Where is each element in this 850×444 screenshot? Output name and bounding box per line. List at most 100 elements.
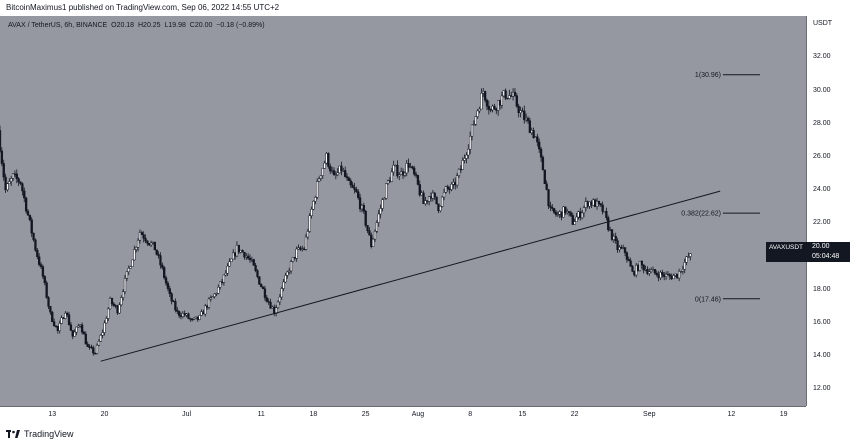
candle-body (610, 229, 614, 240)
candle-body (390, 171, 393, 182)
legend-h-value: 20.25 (143, 22, 161, 29)
candle-body (355, 189, 358, 193)
candle-body (176, 309, 179, 312)
candle-body (51, 311, 54, 322)
legend-l-label: L (164, 22, 169, 29)
chart-plot-area[interactable]: 1(30.96) 0.382(22.62) 0(17.46) (0, 16, 806, 406)
time-tick-label: Jul (182, 411, 192, 418)
legend-o-label: O (111, 22, 117, 29)
candle-body (239, 250, 242, 253)
candle-body (274, 307, 278, 314)
candle-body (198, 315, 201, 320)
fib-level-label: 0.382(22.62) (681, 211, 721, 218)
candle-body (90, 346, 93, 348)
candle-body (566, 211, 569, 214)
candle-body (543, 169, 546, 184)
price-tick-label: 26.00 (813, 153, 831, 161)
candle-body (127, 268, 130, 272)
candle-body (233, 252, 237, 257)
candle-body (319, 175, 323, 179)
candle-body (21, 183, 24, 192)
publisher-text: BitcoinMaximus1 published on TradingView… (6, 3, 280, 12)
candle-body (448, 188, 451, 191)
candle-body (157, 254, 160, 256)
time-tick-label: 19 (779, 411, 788, 418)
legend-h-label: H (137, 22, 144, 29)
candle-body (213, 293, 216, 297)
candle-body (515, 95, 518, 107)
candle-body (13, 173, 17, 175)
candle-body (332, 170, 336, 176)
candle-body (392, 165, 395, 173)
price-scale[interactable]: USDT 12.00 14.00 16.00 18.00 20.00 22.00 24.00… (806, 16, 850, 406)
candle-body (0, 130, 2, 152)
candle-body (116, 305, 119, 314)
candle-body (153, 241, 157, 251)
candle-body (32, 232, 35, 241)
candle-body (276, 301, 280, 309)
candle-body (388, 180, 392, 182)
candle-body (200, 311, 203, 316)
candle-body (612, 235, 615, 240)
legend-c-value: 20.00 (194, 22, 213, 29)
candle-body (232, 252, 235, 260)
candle-body (625, 252, 629, 260)
candle-body (92, 347, 95, 354)
candle-body (409, 166, 412, 168)
candle-body (209, 297, 212, 300)
price-tick-label: 22.00 (813, 219, 831, 227)
candle-body (325, 153, 328, 164)
candle-body (623, 247, 627, 253)
candle-body (17, 178, 20, 183)
candle-body (601, 204, 604, 212)
candle-body (308, 215, 311, 232)
candle-body (670, 276, 673, 280)
candle-body (394, 164, 397, 167)
candle-body (30, 219, 33, 234)
time-tick-label: Sep (643, 411, 656, 418)
candle-body (97, 341, 101, 346)
candle-body (278, 296, 282, 303)
candle-body (67, 314, 71, 326)
candle-body (140, 232, 143, 235)
candle-body (196, 316, 199, 320)
candle-body (75, 326, 78, 333)
candle-body (66, 312, 69, 315)
candle-body (418, 184, 421, 196)
candle-body (616, 240, 619, 251)
candle-body (215, 293, 218, 295)
candle-body (187, 313, 190, 319)
candle-body (317, 178, 321, 182)
fibonacci-group: 1(30.96) 0.382(22.62) 0(17.46) (681, 72, 760, 303)
candle-body (327, 153, 330, 167)
candle-body (668, 274, 671, 277)
candle-body (41, 266, 45, 277)
candle-body (19, 181, 22, 184)
legend-l-value: 19.98 (168, 22, 186, 29)
candle-body (523, 110, 526, 121)
price-unit: USDT (813, 20, 833, 27)
chart-svg[interactable]: 1(30.96) 0.382(22.62) 0(17.46) (0, 16, 806, 406)
candle-body (504, 90, 507, 99)
candle-body (536, 136, 539, 143)
time-tick-label: 13 (48, 411, 57, 418)
time-axis[interactable]: 13 20 Jul 11 18 25 Aug 8 15 22 Sep 12 19 (0, 406, 806, 424)
candle-body (56, 326, 59, 331)
candle-body (635, 264, 638, 276)
candle-body (129, 266, 132, 269)
candle-body (383, 198, 386, 200)
price-tick-label: 30.00 (813, 86, 831, 94)
candle-body (336, 172, 339, 176)
candle-body (323, 162, 326, 169)
candle-body (286, 271, 289, 276)
candle-body (314, 197, 317, 202)
candle-body (297, 247, 300, 250)
trendline[interactable] (100, 190, 721, 362)
candle-body (164, 277, 168, 284)
candle-body (396, 164, 399, 177)
candle-body (541, 156, 545, 171)
candle-body (334, 174, 337, 176)
candle-body (547, 189, 550, 207)
candle-body (577, 211, 580, 218)
candle-body (245, 255, 248, 258)
